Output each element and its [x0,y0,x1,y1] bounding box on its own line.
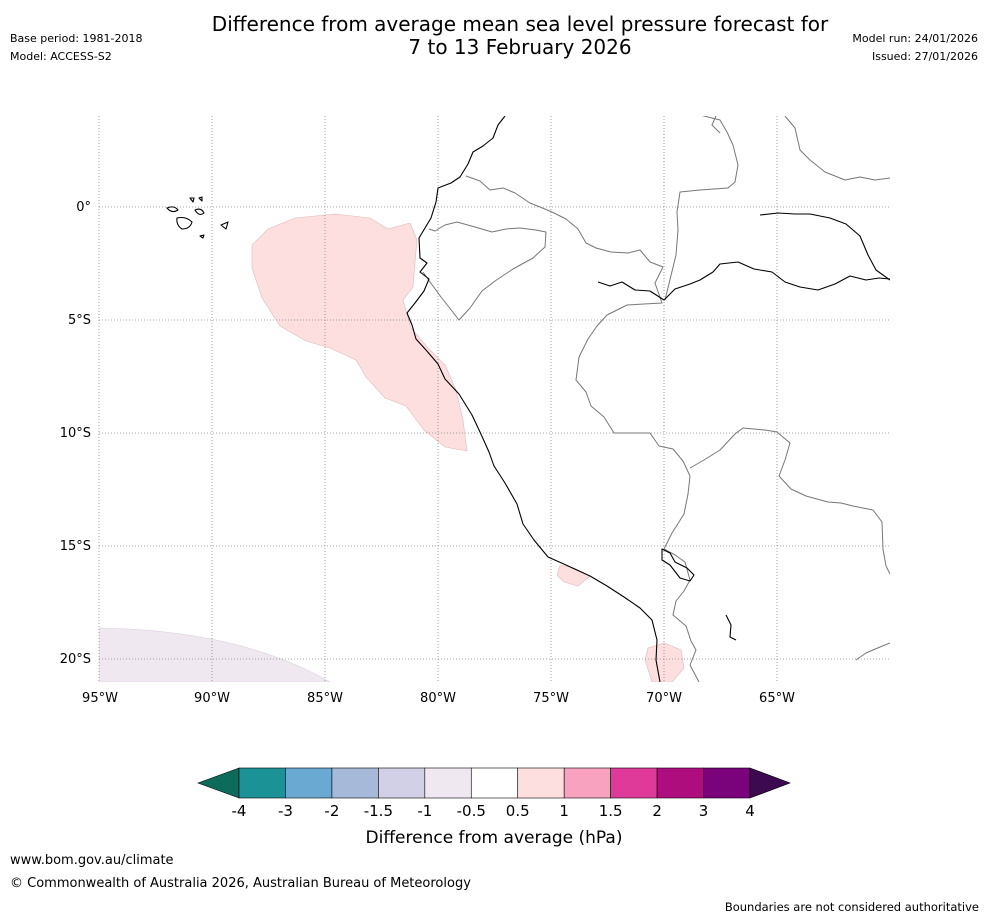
colorbar-cell [331,767,379,799]
colorbar-cell [703,767,751,799]
colorbar-cell [563,767,611,799]
colorbar-tick-labels: -4 -3 -2 -1.5 -1 -0.5 0.5 1 1.5 2 3 4 [232,802,755,820]
footer-copyright: © Commonwealth of Australia 2026, Austra… [10,876,471,891]
title-line-1: Difference from average mean sea level p… [211,12,829,36]
lat-label: 10°S [60,426,91,441]
lat-axis-labels: 0° 5°S 10°S 15°S 20°S [60,200,91,667]
lon-label: 75°W [533,691,569,706]
anomaly-region-offshore [251,213,468,452]
colorbar-under-arrow [197,767,240,799]
lon-label: 65°W [759,691,795,706]
colorbar-cell [285,767,333,799]
footer-disclaimer: Boundaries are not considered authoritat… [724,900,979,914]
country-boundaries [422,116,890,682]
lat-label: 20°S [60,652,91,667]
colorbar-cells [238,767,751,799]
colorbar-tick-label: 3 [699,802,709,820]
colorbar-cell [238,767,286,799]
colorbar-tick-label: -1.5 [364,802,393,820]
colorbar-tick-label: -3 [278,802,293,820]
colorbar-tick-label: 0.5 [506,802,530,820]
forecast-map: 0° 5°S 10°S 15°S 20°S 95°W 90°W 85°W 80°… [60,116,890,706]
base-period: Base period: 1981-2018 [10,32,143,45]
coastlines [166,116,890,682]
colorbar-over-arrow [749,767,791,799]
page-title: Difference from average mean sea level p… [0,13,988,59]
lon-axis-labels: 95°W 90°W 85°W 80°W 75°W 70°W 65°W [82,691,795,706]
anomaly-region-south-peru [556,564,591,587]
meta-right: Model run: 24/01/2026 Issued: 27/01/2026 [852,32,978,68]
colorbar-tick-label: -4 [232,802,247,820]
meta-left: Base period: 1981-2018 Model: ACCESS-S2 [10,32,142,68]
anomaly-region-north-chile [644,642,685,682]
lon-label: 95°W [82,691,118,706]
model-name: Model: ACCESS-S2 [10,50,112,63]
colorbar-cell [378,767,426,799]
colorbar: -4 -3 -2 -1.5 -1 -0.5 0.5 1 1.5 2 3 4 Difference fr… [197,767,791,848]
anomaly-layer [99,213,685,682]
lon-label: 90°W [194,691,230,706]
colorbar-tick-label: 1 [559,802,569,820]
colorbar-tick-label: 2 [652,802,662,820]
land-layer [166,116,890,682]
colorbar-title: Difference from average (hPa) [366,828,623,848]
issued-date: Issued: 27/01/2026 [871,50,978,63]
lat-label: 15°S [60,539,91,554]
footer-url: www.bom.gov.au/climate [10,853,174,868]
colorbar-tick-label: 4 [745,802,755,820]
anomaly-region-southwest [99,627,331,682]
lat-label: 5°S [68,313,91,328]
gridlines [98,116,890,682]
colorbar-cell [656,767,704,799]
lon-label: 80°W [420,691,456,706]
lat-label: 0° [76,200,91,215]
lon-label: 70°W [646,691,682,706]
title-line-2: 7 to 13 February 2026 [408,35,632,59]
colorbar-cell [610,767,658,799]
colorbar-tick-label: -0.5 [457,802,486,820]
colorbar-cell [424,767,472,799]
colorbar-tick-label: -1 [417,802,432,820]
model-run: Model run: 24/01/2026 [852,32,978,45]
colorbar-cell [517,767,565,799]
lon-label: 85°W [307,691,343,706]
colorbar-tick-label: -2 [324,802,339,820]
colorbar-cell [470,767,519,799]
colorbar-tick-label: 1.5 [599,802,623,820]
